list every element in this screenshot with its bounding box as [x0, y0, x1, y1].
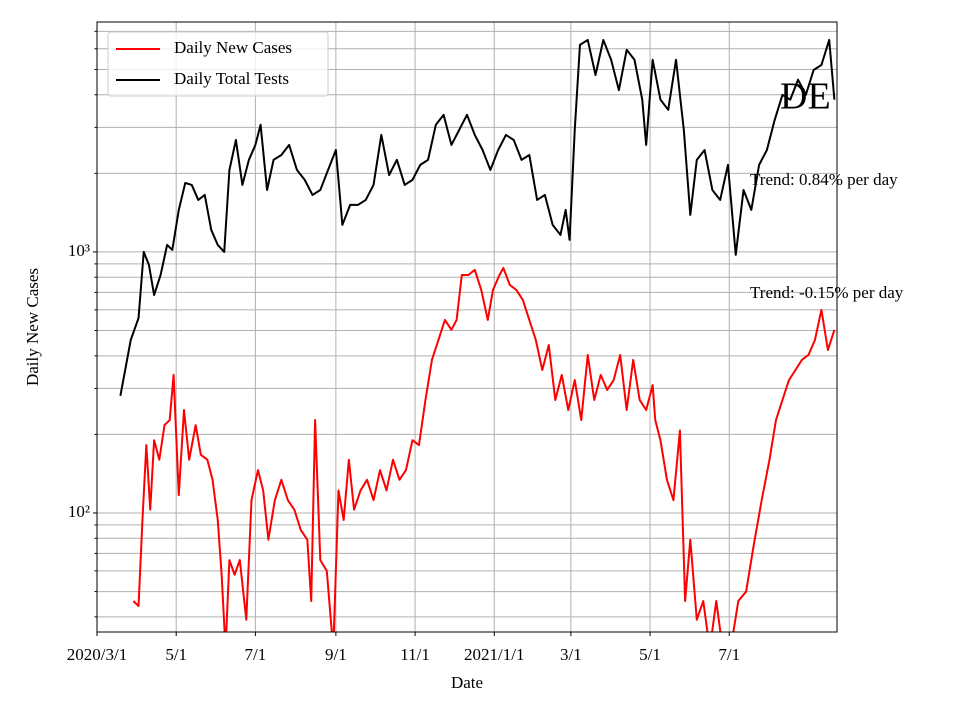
x-tick-label: 2020/3/1 — [67, 645, 127, 664]
annotation: DE — [780, 76, 831, 118]
y-tick-label: 10³ — [68, 241, 90, 260]
x-tick-label: 11/1 — [400, 645, 430, 664]
x-tick-label: 7/1 — [718, 645, 740, 664]
legend-label: Daily New Cases — [174, 38, 292, 57]
plot-lines — [119, 38, 836, 632]
x-tick-label: 2021/1/1 — [464, 645, 524, 664]
annotation: Trend: 0.84% per day — [750, 170, 898, 189]
x-tick-label: 3/1 — [560, 645, 582, 664]
legend: Daily New Cases Daily Total Tests — [107, 31, 329, 97]
plot-frame — [96, 21, 838, 633]
series-line — [132, 266, 836, 632]
series-line — [119, 38, 836, 397]
x-tick-label: 5/1 — [165, 645, 187, 664]
annotation: Trend: -0.15% per day — [750, 283, 904, 302]
x-axis-label: Date — [451, 673, 483, 692]
y-tick-label: 10² — [68, 502, 90, 521]
x-tick-label: 9/1 — [325, 645, 347, 664]
x-tick-label: 7/1 — [245, 645, 267, 664]
y-axis-label: Daily New Cases — [23, 268, 42, 386]
x-tick-label: 5/1 — [639, 645, 661, 664]
legend-box — [107, 31, 329, 97]
legend-label: Daily Total Tests — [174, 69, 289, 88]
